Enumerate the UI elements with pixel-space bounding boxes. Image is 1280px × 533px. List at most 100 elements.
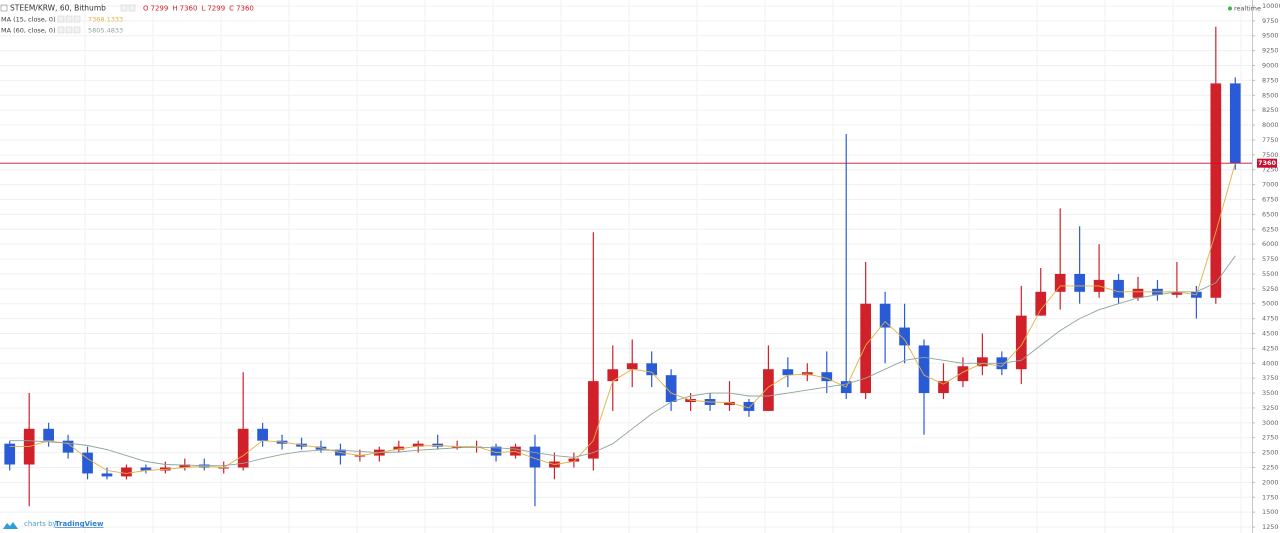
button[interactable]: [65, 26, 73, 34]
candle-body: [782, 369, 794, 376]
y-tick-label: 7750: [1262, 136, 1279, 144]
candle-body: [101, 473, 113, 477]
candle-body: [977, 357, 988, 367]
button[interactable]: [57, 15, 65, 23]
candle-body: [1054, 273, 1066, 292]
y-tick-label: 7000: [1262, 181, 1279, 189]
plot: [0, 26, 1252, 507]
candle-body: [607, 369, 619, 382]
last-price-box: [1257, 158, 1277, 168]
grid: [0, 0, 1252, 533]
candle-body: [918, 345, 930, 394]
candle-body: [140, 467, 152, 471]
candle-body: [957, 366, 969, 382]
candle-body: [938, 381, 949, 394]
candle-body: [724, 401, 735, 405]
y-tick-label: 2500: [1262, 449, 1279, 457]
y-tick-label: 3250: [1262, 404, 1279, 412]
collapse-icon[interactable]: [0, 4, 8, 12]
button[interactable]: [57, 26, 65, 34]
button[interactable]: [65, 15, 73, 23]
y-tick-label: 2000: [1262, 478, 1279, 486]
candle-body: [62, 440, 74, 453]
candle-body: [393, 446, 405, 450]
candle-body: [587, 381, 599, 459]
candle-body: [43, 428, 54, 441]
y-tick-label: 5750: [1262, 255, 1279, 263]
candle-body: [354, 455, 366, 457]
candle-body: [1210, 83, 1222, 298]
y-tick-label: 4500: [1262, 329, 1279, 337]
y-tick-label: 7250: [1262, 166, 1279, 174]
y-tick-label: 4250: [1262, 344, 1279, 352]
y-tick-label: 9250: [1262, 47, 1279, 55]
ohlc-value: 7299: [151, 5, 169, 13]
y-tick-label: 3500: [1262, 389, 1279, 397]
y-tick-label: 3750: [1262, 374, 1279, 382]
candle-body: [218, 467, 230, 469]
button[interactable]: [73, 26, 81, 34]
y-tick-label: 7500: [1262, 151, 1279, 159]
y-tick-label: 8750: [1262, 76, 1279, 84]
y-tick-label: 6750: [1262, 196, 1279, 204]
candle-body: [179, 464, 191, 468]
y-tick-label: 8000: [1262, 121, 1279, 129]
ohlc-key: O: [143, 5, 149, 13]
candle-body: [899, 327, 910, 346]
y-tick-label: 6500: [1262, 210, 1279, 218]
y-tick-label: 1250: [1262, 523, 1279, 531]
candle-body: [82, 452, 93, 474]
y-tick-label: 2250: [1262, 463, 1279, 471]
candle-body: [879, 303, 891, 328]
candle-body: [821, 372, 833, 382]
candle-body: [743, 401, 755, 411]
indicator-name: MA (60, close, 0): [1, 27, 56, 35]
candle-body: [4, 443, 16, 465]
candle-body: [237, 428, 249, 468]
ohlc-key: H: [172, 5, 177, 13]
candle-body: [121, 467, 132, 477]
status-dot: [1228, 6, 1232, 11]
y-tick-label: 5500: [1262, 270, 1279, 278]
ohlc-value: 7299: [207, 5, 225, 13]
ohlc-value: 7360: [180, 5, 198, 13]
candle-body: [626, 363, 638, 370]
ohlc-key: L: [201, 5, 205, 13]
candle-body: [490, 446, 502, 456]
last-price-label: 7360: [1258, 159, 1277, 167]
status-text: realtime: [1234, 5, 1261, 13]
candle-body: [451, 446, 463, 448]
y-tick-label: 10000: [1262, 2, 1280, 10]
candle-body: [646, 363, 658, 376]
y-tick-label: 4750: [1262, 315, 1279, 323]
y-tick-label: 6250: [1262, 225, 1279, 233]
candle-body: [1074, 273, 1085, 292]
candle-body: [529, 446, 541, 468]
symbol-title: STEEM/KRW, 60, Bithumb: [10, 4, 106, 13]
candle-body: [763, 369, 774, 411]
candle-body: [1229, 83, 1241, 164]
price-axis: 1250 1500 1750 2000 2250 2500 2750 3000 3250 3500…: [1252, 2, 1280, 531]
attribution-link[interactable]: TradingView: [55, 520, 104, 528]
y-tick-label: 1500: [1262, 508, 1279, 516]
y-tick-label: 9000: [1262, 62, 1279, 70]
y-tick-label: 6000: [1262, 240, 1279, 248]
attribution-prefix: charts by: [24, 520, 57, 528]
indicator-value: 7368.1333: [88, 16, 123, 24]
indicator-value: 5805.4833: [88, 27, 123, 35]
candle-body: [1113, 279, 1124, 298]
y-tick-label: 9750: [1262, 17, 1279, 25]
ohlc-value: 7360: [236, 5, 254, 13]
candle-body: [1035, 291, 1047, 316]
y-tick-label: 3000: [1262, 419, 1279, 427]
y-tick-label: 5000: [1262, 300, 1279, 308]
button[interactable]: [120, 4, 128, 12]
candle-body: [1171, 291, 1183, 295]
legend: STEEM/KRW, 60, Bithumb O 7299 H 7360 L 7299 C 7…: [0, 4, 254, 35]
y-tick-label: 2750: [1262, 434, 1279, 442]
candle-body: [568, 458, 580, 462]
button[interactable]: [73, 15, 81, 23]
button[interactable]: [128, 4, 136, 12]
